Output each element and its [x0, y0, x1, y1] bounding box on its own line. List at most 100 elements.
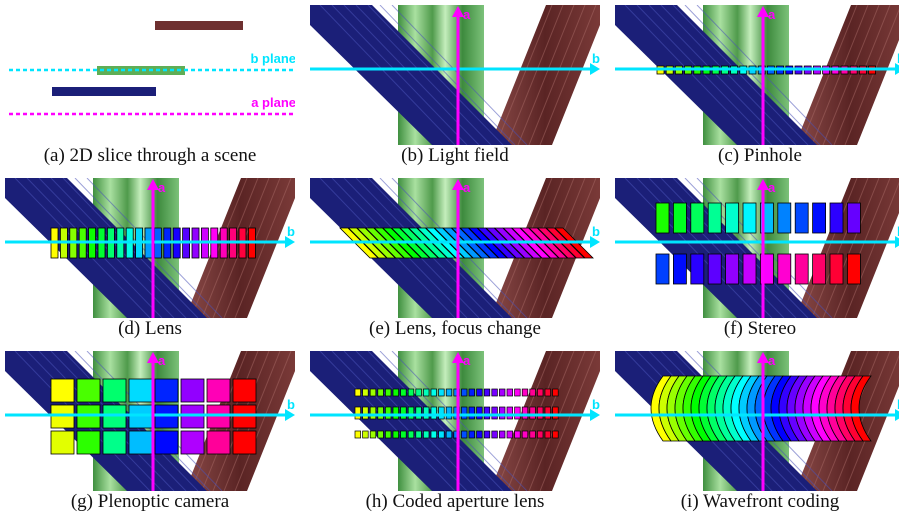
- coded-aperture-sample: [491, 430, 498, 439]
- stereo-top-sample: [707, 202, 722, 234]
- coded-aperture-sample: [499, 406, 506, 420]
- caption-b: (b) Light field: [401, 145, 509, 166]
- coded-aperture-sample: [491, 388, 498, 397]
- red-object-band: [795, 178, 899, 318]
- stereo-top-sample: [655, 202, 670, 234]
- caption-d: (d) Lens: [118, 318, 182, 339]
- coded-aperture-sample: [552, 406, 559, 420]
- panel-f-stereo: ab: [615, 178, 899, 318]
- a-axis-label: a: [768, 180, 776, 195]
- blue-object-slice: [52, 87, 156, 96]
- red-band-streak: [800, 5, 858, 145]
- red-band-streak: [528, 351, 586, 491]
- coded-aperture-sample: [514, 406, 521, 420]
- b-axis-label: b: [287, 224, 295, 239]
- coded-aperture-sample: [430, 430, 437, 439]
- coded-aperture-sample: [461, 388, 468, 397]
- red-band-streak: [234, 178, 292, 318]
- blue-band-streak: [319, 351, 456, 491]
- coded-aperture-sample: [476, 430, 483, 439]
- coded-aperture-sample: [400, 388, 407, 397]
- blue-band-streak: [636, 178, 773, 318]
- coded-aperture-sample: [514, 388, 521, 397]
- coded-aperture-sample: [354, 430, 361, 439]
- stereo-top-sample: [812, 202, 827, 234]
- light-field-svg: ab: [5, 178, 295, 318]
- coded-aperture-sample: [499, 430, 506, 439]
- b-plane-label: b plane: [250, 51, 295, 66]
- caption-i: (i) Wavefront coding: [680, 491, 840, 512]
- red-band-streak: [517, 5, 575, 145]
- plenoptic-sample: [232, 378, 257, 403]
- light-field-svg: ab: [5, 351, 295, 491]
- stereo-bottom-sample: [690, 253, 705, 285]
- coded-aperture-sample: [476, 388, 483, 397]
- red-band-streak: [833, 351, 891, 491]
- panel-i-wavefront-coding: ab: [615, 351, 899, 491]
- coded-aperture-sample: [392, 406, 399, 420]
- a-axis-arrowhead: [757, 6, 769, 17]
- wavefront-sample: [850, 375, 872, 442]
- coded-aperture-sample: [506, 388, 513, 397]
- red-band-streak: [833, 178, 891, 318]
- red-band-streak: [539, 5, 597, 145]
- coded-aperture-sample: [476, 406, 483, 420]
- coded-aperture-sample: [430, 388, 437, 397]
- stereo-bottom-sample: [794, 253, 809, 285]
- a-axis-label: a: [463, 353, 471, 368]
- blue-band-streak: [355, 5, 492, 145]
- light-field-svg: ab: [310, 351, 600, 491]
- coded-aperture-sample: [377, 406, 384, 420]
- red-band-streak: [506, 351, 564, 491]
- b-axis-arrowhead: [895, 236, 899, 248]
- red-band-streak: [811, 178, 869, 318]
- red-object-band: [795, 5, 899, 145]
- plenoptic-sample: [206, 378, 231, 403]
- red-band-streak: [844, 354, 899, 491]
- red-band-streak: [506, 5, 564, 145]
- blue-band-streak: [367, 5, 504, 145]
- coded-aperture-sample: [445, 388, 453, 397]
- panel-c-pinhole: ab: [615, 5, 899, 145]
- plenoptic-sample: [154, 430, 179, 455]
- plenoptic-sample: [50, 378, 75, 403]
- coded-aperture-sample: [529, 406, 536, 420]
- stereo-top-sample: [777, 202, 792, 234]
- caption-c: (c) Pinhole: [718, 145, 802, 166]
- plenoptic-sample: [128, 378, 153, 403]
- coded-aperture-sample: [377, 388, 384, 397]
- green-object-slice: [97, 66, 185, 75]
- coded-aperture-sample: [544, 406, 551, 420]
- red-band-streak: [822, 5, 880, 145]
- coded-aperture-sample: [415, 388, 422, 397]
- blue-band-streak: [624, 5, 761, 145]
- caption-h: (h) Coded aperture lens: [365, 491, 545, 512]
- stereo-bottom-sample: [673, 253, 687, 285]
- blue-band-streak: [624, 178, 761, 318]
- coded-aperture-sample: [506, 430, 513, 439]
- coded-aperture-sample: [438, 430, 445, 439]
- a-axis-arrowhead: [757, 179, 769, 190]
- b-axis-label: b: [592, 397, 600, 412]
- panel-a-scene-slice: b plane a plane: [5, 5, 295, 145]
- b-axis-label: b: [287, 397, 295, 412]
- light-field-svg: ab: [615, 5, 899, 145]
- stereo-top-sample: [742, 202, 757, 234]
- blue-band-streak: [672, 5, 809, 145]
- coded-aperture-sample: [415, 406, 422, 420]
- stereo-bottom-sample: [742, 253, 757, 285]
- coded-aperture-sample: [468, 406, 475, 420]
- coded-aperture-sample: [521, 388, 529, 397]
- a-plane-label: a plane: [251, 95, 295, 110]
- blue-band-streak: [355, 351, 492, 491]
- coded-aperture-sample: [537, 430, 544, 439]
- plenoptic-sample: [76, 430, 101, 455]
- blue-band-streak: [684, 5, 821, 145]
- coded-aperture-sample: [423, 406, 430, 420]
- stereo-top-sample: [794, 202, 809, 234]
- coded-aperture-sample: [468, 388, 475, 397]
- blue-band-streak: [331, 5, 468, 145]
- b-axis-arrowhead: [590, 409, 600, 421]
